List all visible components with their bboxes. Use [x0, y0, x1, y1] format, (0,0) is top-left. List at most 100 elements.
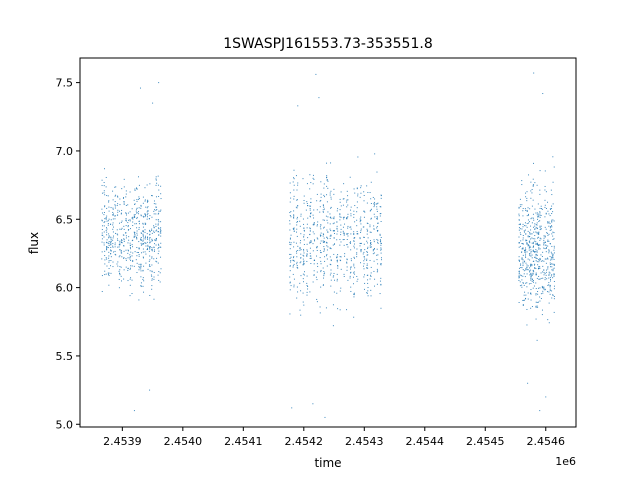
data-point [360, 187, 362, 189]
data-point [317, 238, 319, 240]
data-point [110, 223, 112, 225]
data-point [146, 241, 148, 243]
chart-title: 1SWASPJ161553.73-353551.8 [223, 36, 432, 52]
data-point [133, 214, 135, 216]
data-point [112, 224, 114, 226]
data-point [343, 244, 345, 246]
data-point [120, 212, 122, 214]
data-point [366, 233, 368, 235]
data-point [534, 225, 536, 227]
data-point [327, 211, 329, 213]
data-point [112, 226, 114, 228]
data-point [140, 239, 142, 241]
data-point [376, 271, 378, 273]
data-point [326, 242, 328, 244]
data-point [549, 272, 551, 274]
data-point [143, 237, 145, 239]
data-point [132, 225, 134, 227]
data-point [309, 257, 311, 259]
data-point [342, 198, 344, 200]
data-point [545, 251, 547, 253]
data-point [151, 247, 153, 249]
data-point [372, 249, 374, 251]
data-point [546, 278, 548, 280]
data-point [160, 242, 162, 244]
data-point [329, 216, 331, 218]
data-point [536, 277, 538, 279]
data-point [521, 279, 523, 281]
data-point [108, 243, 110, 245]
data-point [312, 250, 314, 252]
data-point [136, 212, 138, 214]
data-point [521, 248, 523, 250]
data-point [549, 227, 551, 229]
data-point [379, 240, 381, 242]
data-point [532, 226, 534, 228]
data-point [360, 249, 362, 251]
data-point [346, 233, 348, 235]
data-point [552, 257, 554, 259]
data-point [356, 252, 358, 254]
data-point [129, 254, 131, 256]
data-point [110, 246, 112, 248]
data-point [548, 225, 550, 227]
data-point [148, 250, 150, 252]
data-point [138, 196, 140, 198]
data-point [129, 248, 131, 250]
data-point [296, 207, 298, 209]
data-point [120, 266, 122, 268]
data-point [114, 250, 116, 252]
data-point [530, 249, 532, 251]
data-point [120, 213, 122, 215]
data-point [151, 249, 153, 251]
data-point [347, 233, 349, 235]
data-point [136, 216, 138, 218]
data-point [377, 241, 379, 243]
x-axis-offset-label: 1e6 [555, 455, 576, 468]
data-point [313, 222, 315, 224]
data-point [320, 271, 322, 273]
data-point [336, 257, 338, 259]
data-point [309, 230, 311, 232]
data-point [551, 208, 553, 210]
data-point [310, 241, 312, 243]
data-point [307, 217, 309, 219]
data-point [553, 238, 555, 240]
data-point [114, 204, 116, 206]
data-point [552, 294, 554, 296]
data-point [140, 266, 142, 268]
data-point [108, 241, 110, 243]
data-point [531, 188, 533, 190]
data-point [117, 203, 119, 205]
data-point [106, 231, 108, 233]
data-point [158, 271, 160, 273]
data-point [147, 238, 149, 240]
data-point [105, 218, 107, 220]
data-point [350, 206, 352, 208]
data-point [539, 239, 541, 241]
data-point [306, 282, 308, 284]
data-point [547, 221, 549, 223]
data-point [112, 214, 114, 216]
data-point [360, 243, 362, 244]
data-point [136, 200, 138, 202]
data-point [156, 257, 158, 259]
data-point [553, 311, 555, 313]
data-point [534, 256, 536, 258]
data-point [347, 279, 349, 281]
data-point [530, 252, 532, 254]
data-point [153, 247, 155, 249]
data-point [534, 182, 536, 184]
data-point [316, 193, 318, 195]
data-point [289, 212, 291, 214]
data-point [532, 246, 534, 248]
data-point [106, 215, 108, 217]
data-point [101, 229, 103, 231]
data-point [297, 245, 299, 247]
data-point [123, 245, 125, 247]
data-point [108, 201, 110, 203]
data-point [330, 190, 332, 192]
data-point [353, 210, 355, 212]
data-point [322, 235, 324, 237]
data-point [551, 225, 553, 227]
